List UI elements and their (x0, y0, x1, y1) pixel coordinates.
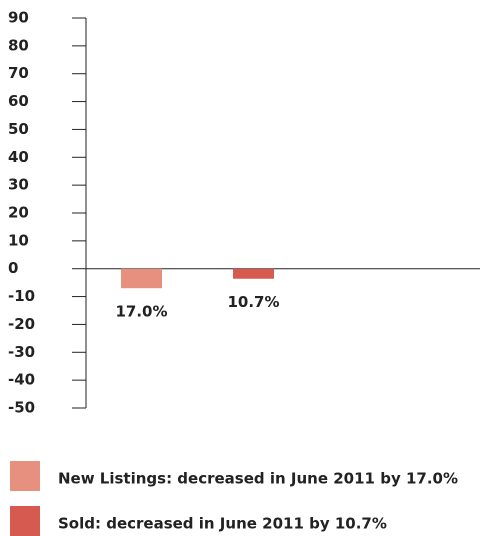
legend-swatch (10, 461, 40, 491)
bar-annotation: 10.7% (227, 293, 279, 311)
bar (233, 268, 274, 279)
y-tick-label: 50 (8, 120, 29, 138)
y-tick-label: -20 (8, 315, 35, 333)
y-tick-label: 30 (8, 176, 29, 194)
y-tick-label: 90 (8, 9, 29, 27)
y-tick-label: 40 (8, 148, 29, 166)
y-tick-label: 0 (8, 259, 18, 277)
y-tick-label: -10 (8, 287, 35, 305)
y-tick-label: 60 (8, 92, 29, 110)
legend-text: New Listings: decreased in June 2011 by … (58, 470, 458, 488)
legend-text: Sold: decreased in June 2011 by 10.7% (58, 515, 387, 533)
y-tick-label: 80 (8, 36, 29, 54)
y-tick-label: 10 (8, 231, 29, 249)
y-tick-label: 20 (8, 204, 29, 222)
y-tick-label: -30 (8, 343, 35, 361)
bar (121, 268, 162, 289)
y-tick-label: 70 (8, 64, 29, 82)
legend-swatch (10, 506, 40, 536)
y-tick-label: -40 (8, 371, 35, 389)
y-tick-label: -50 (8, 399, 35, 417)
bar-annotation: 17.0% (115, 303, 167, 321)
